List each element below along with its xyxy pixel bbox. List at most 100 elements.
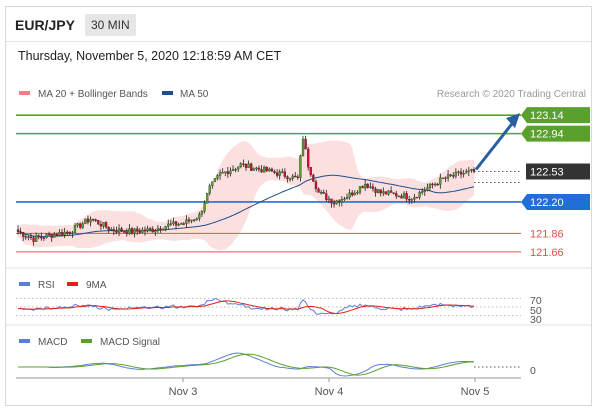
- current-price-label: 122.53: [530, 166, 564, 178]
- candle-body: [408, 198, 411, 201]
- ma20-legend-label: MA 20 + Bollinger Bands: [38, 89, 148, 100]
- candle-body: [234, 169, 237, 171]
- candle-body: [446, 174, 450, 179]
- candle-body: [431, 183, 434, 186]
- candle-body: [182, 223, 185, 225]
- candle-body: [345, 196, 349, 199]
- candle-body: [89, 218, 92, 223]
- candle-body: [24, 236, 27, 238]
- candle-body: [366, 183, 369, 188]
- candle-body: [265, 166, 268, 172]
- candle-body: [257, 167, 261, 170]
- x-tick-label: Nov 5: [461, 386, 490, 398]
- candle-body: [27, 236, 30, 238]
- rsi-level-30: 30: [530, 314, 542, 326]
- candle-body: [167, 223, 170, 227]
- candle-body: [439, 177, 442, 185]
- candle-body: [37, 235, 40, 238]
- candle-body: [283, 171, 287, 177]
- macd-signal-legend-label: MACD Signal: [100, 337, 160, 348]
- candle-body: [433, 183, 437, 186]
- candle-body: [389, 190, 393, 193]
- candle-body: [185, 219, 188, 224]
- ma20-legend-swatch: [19, 91, 30, 95]
- key-levels: [16, 114, 521, 253]
- candle-body: [16, 229, 20, 232]
- candle-body: [319, 191, 323, 194]
- ma9-legend-label: 9MA: [86, 280, 107, 291]
- candle-body: [71, 232, 74, 234]
- level-label-3: 122.20: [530, 197, 564, 209]
- candle-body: [91, 218, 95, 221]
- candle-body: [296, 176, 299, 178]
- candle-body: [55, 234, 59, 236]
- candle-body: [40, 236, 43, 239]
- candle-body: [452, 175, 455, 177]
- candle-body: [174, 221, 178, 226]
- interval-badge[interactable]: 30 MIN: [85, 14, 136, 36]
- candle-body: [270, 168, 274, 172]
- candle-body: [467, 170, 470, 172]
- candle-body: [382, 191, 385, 194]
- macd-line: [18, 352, 475, 377]
- candle-body: [143, 229, 147, 232]
- timestamp: Thursday, November 5, 2020 12:18:59 AM C…: [18, 49, 282, 63]
- candle-body: [262, 166, 266, 173]
- x-axis-ticks: Nov 3 Nov 4 Nov 5: [169, 378, 490, 398]
- candle-body: [115, 230, 118, 233]
- rsi-panel: [16, 297, 521, 317]
- candle-body: [444, 177, 447, 179]
- macd-legend-swatch: [19, 339, 30, 343]
- candle-body: [400, 195, 403, 199]
- rsi-legend-swatch: [19, 282, 30, 286]
- candle-body: [133, 228, 136, 234]
- candle-body: [200, 211, 204, 215]
- ma50-path: [17, 174, 475, 238]
- level-label-1: 122.94: [530, 129, 564, 141]
- candle-body: [138, 231, 141, 233]
- macd-legend-label: MACD: [38, 337, 67, 348]
- candle-body: [291, 175, 294, 179]
- candle-body: [387, 190, 390, 195]
- candle-body: [472, 169, 476, 172]
- credit-text: Research © 2020 Trading Central: [437, 89, 586, 100]
- rsi-level-50: 50: [530, 305, 542, 317]
- level-tag-0: [521, 107, 590, 124]
- candle-body: [211, 181, 214, 186]
- candle-body: [286, 176, 289, 180]
- candle-body: [421, 191, 424, 193]
- candle-body: [231, 169, 235, 171]
- ma9-legend-swatch: [67, 282, 78, 286]
- candle-body: [374, 188, 377, 193]
- candle-body: [148, 228, 152, 230]
- candle-body: [172, 221, 175, 224]
- candle-body: [332, 203, 336, 205]
- candle-body: [58, 232, 61, 236]
- candle-body: [156, 228, 160, 231]
- candle-body: [312, 174, 315, 182]
- candle-body: [317, 188, 320, 193]
- candle-body: [154, 230, 157, 233]
- candle-body: [187, 219, 191, 222]
- candle-body: [128, 228, 131, 234]
- candle-body: [84, 218, 87, 224]
- candle-body: [441, 177, 445, 179]
- candles: [16, 135, 476, 246]
- candle-body: [278, 171, 281, 176]
- candle-body: [309, 167, 312, 176]
- candle-body: [42, 237, 46, 239]
- candle-body: [120, 228, 123, 232]
- candle-body: [413, 196, 416, 200]
- candle-body: [112, 229, 116, 232]
- candle-body: [239, 163, 242, 168]
- rsi-level-70: 70: [530, 295, 542, 307]
- candle-body: [260, 169, 263, 173]
- candle-body: [364, 183, 367, 189]
- candle-body: [45, 233, 48, 238]
- bollinger-band-area: [18, 140, 474, 251]
- candle-body: [151, 228, 154, 233]
- candle-body: [462, 173, 465, 175]
- candle-body: [273, 171, 276, 173]
- candle-body: [426, 187, 429, 191]
- level-label-0: 123.14: [530, 110, 564, 122]
